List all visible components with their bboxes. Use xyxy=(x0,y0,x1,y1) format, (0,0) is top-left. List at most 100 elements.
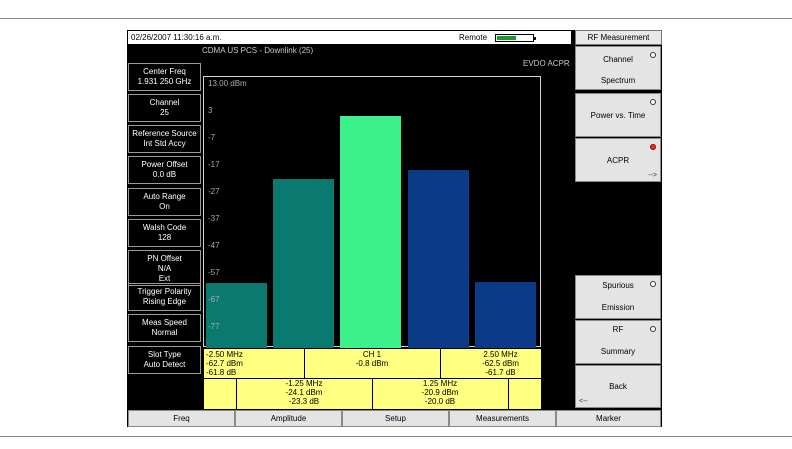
trigger-polarity-param[interactable]: Trigger Polarity Rising Edge xyxy=(128,283,201,311)
cell-db: -20.0 dB xyxy=(424,397,456,406)
ch1-cell: CH 1 -0.8 dBm xyxy=(304,350,440,368)
y-tick: -37 xyxy=(208,214,220,223)
y-tick: -57 xyxy=(208,268,220,277)
freq-key[interactable]: Freq xyxy=(128,410,235,427)
key-label: Channel xyxy=(603,55,633,64)
param-label: Slot Type xyxy=(147,350,182,359)
param-label: Walsh Code xyxy=(142,223,187,232)
key-label: Back xyxy=(609,382,627,391)
channel-spectrum-key[interactable]: Channel Spectrum xyxy=(575,46,661,90)
param-label: Trigger Polarity xyxy=(137,287,192,296)
instrument-screen: 02/26/2007 11:30:16 a.m. Remote CDMA US … xyxy=(127,30,662,427)
power-offset-param[interactable]: Power Offset 0.0 dB xyxy=(128,156,201,184)
param-value: 1.931 250 GHz xyxy=(137,77,192,86)
center-freq-param[interactable]: Center Freq 1.931 250 GHz xyxy=(128,63,201,91)
meas-speed-param[interactable]: Meas Speed Normal xyxy=(128,314,201,342)
adj-plus-1p25-cell: 1.25 MHz -20.9 dBm -20.0 dB xyxy=(372,379,508,406)
param-value: Int Std Accy xyxy=(143,139,186,148)
y-tick: -27 xyxy=(208,187,220,196)
status-bar: 02/26/2007 11:30:16 a.m. Remote xyxy=(127,30,572,45)
param-value: 128 xyxy=(157,233,172,242)
cell-dbm: -62.5 dBm xyxy=(482,359,519,368)
submenu-arrow: --> xyxy=(648,172,657,179)
y-tick: -77 xyxy=(208,322,220,331)
remote-label: Remote xyxy=(459,33,488,42)
datetime-label: 02/26/2007 11:30:16 a.m. xyxy=(131,33,222,42)
param-value: Rising Edge xyxy=(142,297,187,306)
setup-key[interactable]: Setup xyxy=(342,410,449,427)
slot-type-param[interactable]: Slot Type Auto Detect xyxy=(128,346,201,374)
marker-key[interactable]: Marker xyxy=(556,410,661,427)
chart-bar xyxy=(273,178,335,348)
y-tick: -17 xyxy=(208,160,220,169)
param-label: Auto Range xyxy=(143,192,186,201)
measurement-subtitle: CDMA US PCS - Downlink (25) xyxy=(202,46,314,55)
radio-selected-icon xyxy=(650,144,656,150)
param-value-2: Ext xyxy=(158,274,171,283)
key-label: Spurious xyxy=(602,281,634,290)
battery-tip xyxy=(534,37,536,40)
chart-bar xyxy=(407,170,469,348)
param-value: On xyxy=(159,202,170,211)
amplitude-key[interactable]: Amplitude xyxy=(235,410,342,427)
adj-minus-2p5-cell: -2.50 MHz -62.7 dBm -61.8 dB xyxy=(206,350,256,377)
acpr-key[interactable]: ACPR --> xyxy=(575,138,661,182)
param-label: Reference Source xyxy=(132,129,197,138)
acpr-plot: 13.00 dBm 3 -7 -17 -27 -37 -47 -57 -67 -… xyxy=(203,76,541,348)
cell-dbm: -24.1 dBm xyxy=(285,388,323,397)
table-divider xyxy=(236,378,237,409)
param-value: N/A xyxy=(157,264,172,273)
cell-dbm: -20.9 dBm xyxy=(421,388,459,397)
y-tick: -47 xyxy=(208,241,220,250)
back-key[interactable]: Back <-- xyxy=(575,365,661,408)
param-label: PN Offset xyxy=(147,254,182,263)
chart-bar xyxy=(474,282,536,348)
cell-db: -61.8 dB xyxy=(206,368,237,377)
radio-icon xyxy=(650,52,656,58)
cell-db: -61.7 dB xyxy=(485,368,516,377)
y-tick: -67 xyxy=(208,295,220,304)
chart-bar xyxy=(206,282,267,348)
key-label: ACPR xyxy=(606,156,630,165)
mode-label: EVDO ACPR xyxy=(523,59,570,68)
y-tick: 3 xyxy=(208,106,213,115)
key-label-2: Spectrum xyxy=(600,76,636,85)
key-label-2: Emission xyxy=(601,303,635,312)
reference-source-param[interactable]: Reference Source Int Std Accy xyxy=(128,125,201,153)
spurious-emission-key[interactable]: Spurious Emission xyxy=(575,275,661,319)
battery-fill xyxy=(497,36,516,40)
bottom-rule xyxy=(0,436,792,437)
battery-icon xyxy=(495,34,536,42)
param-label: Power Offset xyxy=(141,160,188,169)
key-label-2: Power vs. Time xyxy=(590,111,646,120)
table-divider xyxy=(304,349,305,378)
rf-summary-key[interactable]: RF Summary xyxy=(575,320,661,364)
cell-freq: -1.25 MHz xyxy=(285,379,323,388)
power-vs-time-key[interactable]: Power vs. Time xyxy=(575,93,661,137)
key-label: RF xyxy=(612,325,624,334)
chart-bar xyxy=(340,116,402,348)
param-value: Auto Detect xyxy=(143,360,186,369)
param-label: Meas Speed xyxy=(142,318,187,327)
auto-range-param[interactable]: Auto Range On xyxy=(128,188,201,216)
measurements-key[interactable]: Measurements xyxy=(449,410,556,427)
key-label-2: Summary xyxy=(600,347,636,356)
back-arrow: <-- xyxy=(579,398,588,405)
radio-icon xyxy=(650,281,656,287)
walsh-code-param[interactable]: Walsh Code 128 xyxy=(128,219,201,247)
cell-dbm: -62.7 dBm xyxy=(206,359,243,368)
table-divider xyxy=(440,349,441,378)
adj-plus-2p5-cell: 2.50 MHz -62.5 dBm -61.7 dB xyxy=(458,350,543,377)
cell-freq: 2.50 MHz xyxy=(483,350,518,359)
rf-measurement-title: RF Measurement xyxy=(575,30,662,45)
param-value: 25 xyxy=(160,108,169,117)
param-value: Normal xyxy=(151,328,178,337)
pn-offset-param[interactable]: PN Offset N/A Ext xyxy=(128,250,201,286)
radio-icon xyxy=(650,326,656,332)
cell-label: CH 1 xyxy=(362,350,382,359)
cell-freq: 1.25 MHz xyxy=(422,379,458,388)
cell-db: -23.3 dB xyxy=(288,397,320,406)
y-tick: 13.00 dBm xyxy=(208,79,247,88)
cell-dbm: -0.8 dBm xyxy=(355,359,389,368)
channel-param[interactable]: Channel 25 xyxy=(128,94,201,122)
